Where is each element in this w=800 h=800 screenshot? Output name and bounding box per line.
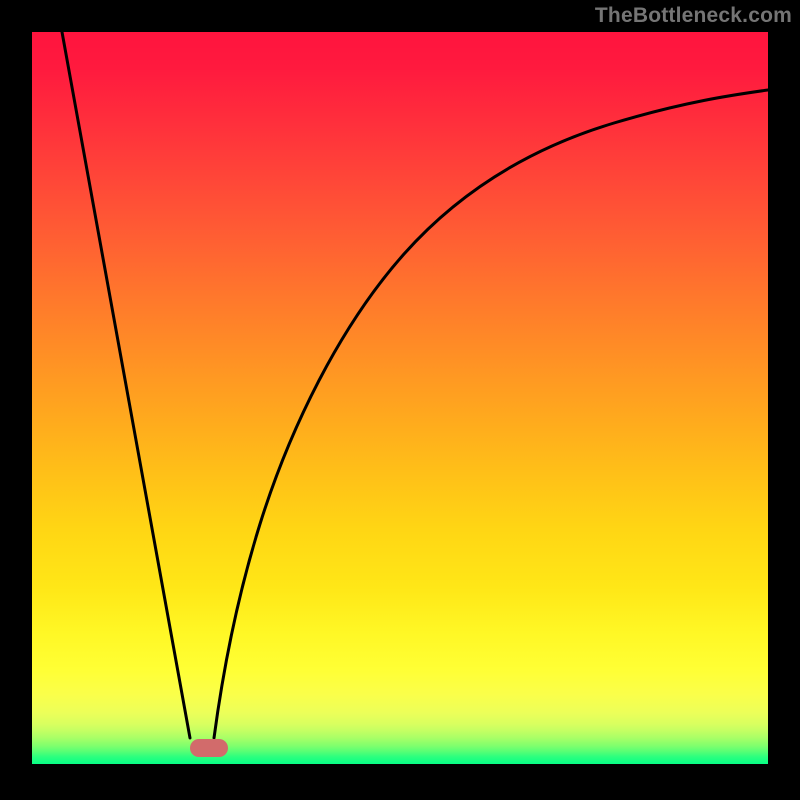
watermark-text: TheBottleneck.com bbox=[595, 4, 792, 28]
chart-outer-panel bbox=[30, 30, 770, 766]
chart-curve bbox=[32, 32, 768, 764]
chart-plot-area bbox=[32, 32, 768, 764]
minimum-marker bbox=[190, 739, 228, 757]
